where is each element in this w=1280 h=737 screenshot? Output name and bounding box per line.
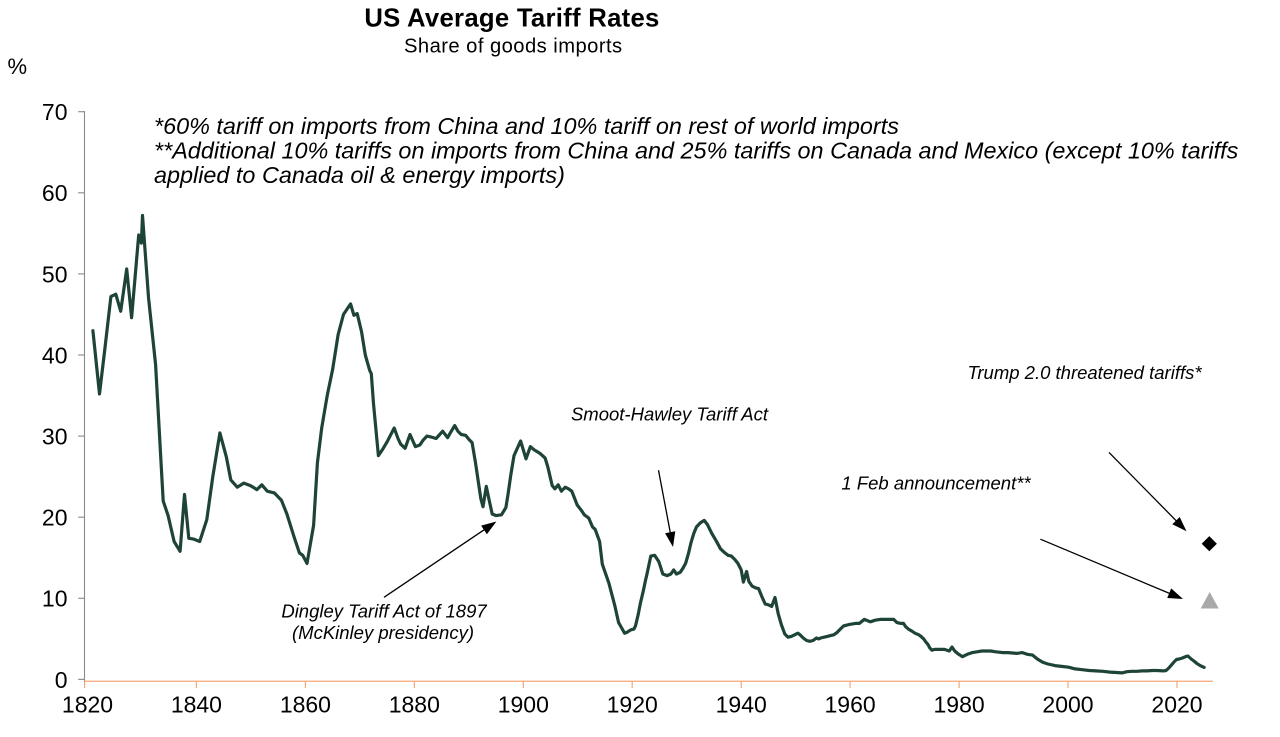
svg-text:30: 30 bbox=[42, 424, 68, 450]
svg-text:Dingley Tariff Act of 1897: Dingley Tariff Act of 1897 bbox=[281, 601, 487, 622]
svg-text:10: 10 bbox=[42, 586, 68, 612]
svg-text:60: 60 bbox=[42, 180, 68, 206]
svg-text:Share of goods imports: Share of goods imports bbox=[404, 36, 623, 58]
svg-text:1980: 1980 bbox=[934, 691, 985, 717]
svg-text:Smoot-Hawley Tariff Act: Smoot-Hawley Tariff Act bbox=[571, 403, 769, 424]
svg-text:1940: 1940 bbox=[716, 691, 767, 717]
svg-text:50: 50 bbox=[42, 261, 68, 287]
svg-text:1920: 1920 bbox=[607, 691, 658, 717]
svg-text:Trump 2.0 threatened tariffs*: Trump 2.0 threatened tariffs* bbox=[967, 362, 1202, 383]
svg-text:20: 20 bbox=[42, 505, 68, 531]
svg-text:**Additional 10% tariffs on im: **Additional 10% tariffs on imports from… bbox=[154, 137, 1239, 163]
svg-text:1960: 1960 bbox=[825, 691, 876, 717]
svg-text:70: 70 bbox=[42, 99, 68, 125]
svg-text:1 Feb announcement**: 1 Feb announcement** bbox=[841, 472, 1031, 493]
svg-text:0: 0 bbox=[55, 667, 68, 693]
svg-text:%: % bbox=[8, 54, 28, 79]
svg-text:US Average Tariff Rates: US Average Tariff Rates bbox=[364, 5, 659, 33]
svg-text:1840: 1840 bbox=[171, 691, 222, 717]
svg-text:1880: 1880 bbox=[389, 691, 440, 717]
svg-text:2000: 2000 bbox=[1042, 691, 1093, 717]
svg-text:*60% tariff on imports from Ch: *60% tariff on imports from China and 10… bbox=[154, 113, 899, 139]
svg-text:2020: 2020 bbox=[1151, 691, 1202, 717]
svg-text:1860: 1860 bbox=[280, 691, 331, 717]
svg-text:40: 40 bbox=[42, 342, 68, 368]
svg-text:applied to Canada oil & energy: applied to Canada oil & energy imports) bbox=[154, 162, 565, 188]
svg-text:(McKinley presidency): (McKinley presidency) bbox=[292, 622, 474, 643]
svg-text:1820: 1820 bbox=[62, 691, 113, 717]
svg-text:1900: 1900 bbox=[498, 691, 549, 717]
